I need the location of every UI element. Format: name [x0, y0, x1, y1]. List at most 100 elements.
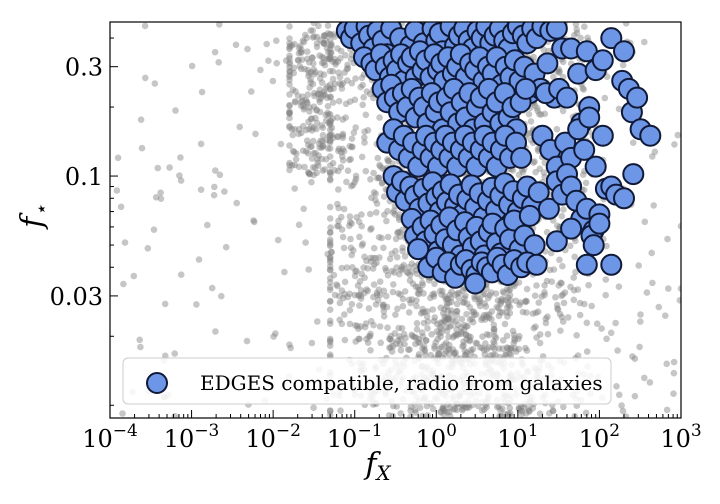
background-point: [286, 101, 293, 109]
background-point: [437, 287, 444, 295]
background-point: [299, 93, 306, 100]
background-point: [326, 175, 334, 183]
background-point: [305, 169, 313, 177]
background-point: [157, 189, 164, 196]
background-point: [444, 316, 451, 323]
background-point: [358, 211, 365, 218]
background-point: [450, 349, 458, 357]
background-point: [393, 403, 401, 410]
background-point: [331, 80, 339, 88]
background-point: [326, 136, 334, 144]
background-point: [330, 31, 338, 38]
background-point: [335, 97, 343, 105]
background-point: [396, 341, 404, 348]
background-point: [265, 57, 272, 64]
background-point: [443, 300, 451, 307]
background-point: [422, 351, 429, 359]
background-point: [503, 304, 511, 311]
background-point: [308, 155, 316, 162]
background-point: [556, 68, 563, 75]
background-point: [298, 49, 305, 56]
background-point: [304, 99, 311, 107]
background-point: [338, 213, 345, 221]
background-point: [479, 291, 487, 298]
background-point: [603, 335, 610, 343]
background-point: [299, 147, 307, 154]
background-point: [397, 233, 404, 240]
background-point: [321, 166, 329, 173]
background-point: [211, 48, 219, 56]
background-point: [424, 318, 432, 325]
background-point: [588, 302, 595, 310]
background-point: [665, 285, 672, 292]
background-point: [352, 338, 360, 345]
background-point: [286, 44, 293, 51]
background-point: [290, 64, 298, 72]
background-point: [483, 313, 491, 321]
background-point: [316, 108, 324, 116]
background-point: [557, 327, 564, 335]
background-point: [452, 291, 459, 299]
background-point: [338, 287, 346, 294]
background-point: [467, 333, 474, 341]
background-point: [607, 329, 615, 337]
background-point: [326, 253, 334, 261]
background-point: [357, 83, 365, 91]
background-point: [290, 69, 298, 77]
background-point: [286, 52, 293, 60]
background-point: [671, 141, 678, 148]
background-point: [561, 289, 569, 296]
background-point: [393, 253, 401, 261]
background-point: [555, 282, 562, 289]
background-point: [478, 316, 485, 324]
background-point: [451, 405, 459, 413]
background-point: [286, 68, 293, 75]
background-point: [355, 335, 362, 343]
background-point: [389, 288, 397, 296]
background-point: [329, 159, 337, 167]
background-point: [286, 76, 293, 84]
background-point: [326, 46, 334, 53]
background-point: [372, 301, 380, 308]
background-point: [480, 312, 488, 319]
background-point: [384, 233, 392, 241]
background-point: [286, 55, 293, 62]
background-point: [342, 52, 349, 59]
background-point: [347, 155, 355, 163]
background-point: [406, 346, 413, 353]
background-point: [650, 202, 657, 209]
background-point: [441, 407, 448, 415]
background-point: [413, 320, 421, 327]
background-point: [326, 266, 334, 274]
background-point: [317, 90, 325, 98]
background-point: [437, 333, 444, 340]
background-point: [614, 347, 621, 354]
background-point: [318, 59, 326, 67]
background-point: [350, 129, 358, 136]
background-point: [305, 266, 313, 273]
background-point: [506, 286, 514, 294]
background-point: [326, 169, 334, 176]
background-point: [351, 291, 359, 299]
background-point: [445, 299, 453, 307]
background-point: [411, 262, 419, 270]
background-point: [313, 40, 321, 47]
background-point: [384, 157, 392, 165]
background-point: [380, 308, 388, 315]
background-point: [458, 315, 466, 323]
plot-frame: [109, 21, 682, 419]
background-point: [302, 239, 309, 246]
background-point: [346, 213, 354, 220]
edges-point: [510, 146, 533, 169]
background-point: [375, 174, 383, 182]
background-point: [439, 287, 446, 295]
background-point: [367, 210, 374, 218]
background-point: [370, 169, 377, 177]
background-point: [363, 257, 370, 265]
background-point: [326, 306, 334, 314]
background-point: [576, 311, 584, 319]
background-point: [166, 164, 173, 171]
background-point: [326, 42, 334, 49]
background-point: [391, 211, 399, 218]
background-point: [339, 130, 347, 138]
